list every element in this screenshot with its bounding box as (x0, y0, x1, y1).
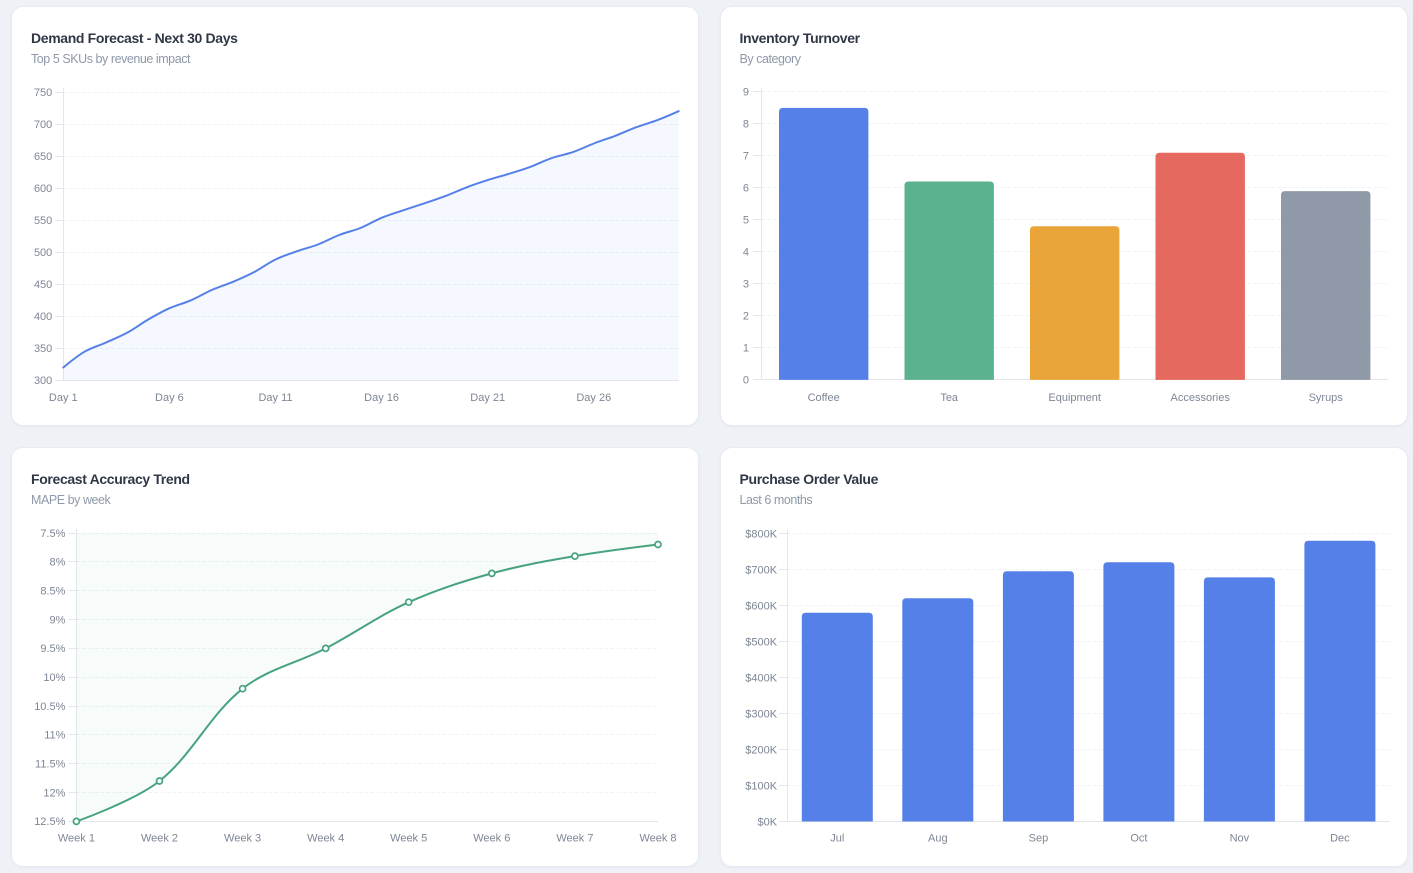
svg-text:Day 21: Day 21 (470, 392, 505, 404)
svg-text:Nov: Nov (1229, 833, 1249, 845)
svg-text:750: 750 (34, 87, 52, 99)
svg-text:400: 400 (34, 311, 52, 323)
svg-text:12.5%: 12.5% (34, 816, 65, 828)
svg-text:550: 550 (34, 215, 52, 227)
svg-text:$0K: $0K (757, 816, 777, 828)
svg-text:Week 8: Week 8 (639, 833, 676, 845)
svg-text:Sep: Sep (1028, 833, 1048, 845)
svg-text:2: 2 (742, 311, 748, 323)
svg-text:$500K: $500K (745, 636, 777, 648)
svg-text:10%: 10% (43, 672, 65, 684)
svg-text:500: 500 (34, 247, 52, 259)
svg-text:600: 600 (34, 183, 52, 195)
svg-text:Oct: Oct (1130, 833, 1147, 845)
svg-text:9%: 9% (49, 614, 65, 626)
svg-text:Syrups: Syrups (1308, 392, 1343, 404)
svg-text:$100K: $100K (745, 780, 777, 792)
svg-text:12%: 12% (43, 787, 65, 799)
svg-text:$600K: $600K (745, 600, 777, 612)
svg-text:350: 350 (34, 343, 52, 355)
svg-text:$300K: $300K (745, 708, 777, 720)
svg-text:Accessories: Accessories (1170, 392, 1230, 404)
svg-text:Week 2: Week 2 (141, 833, 178, 845)
svg-text:Week 6: Week 6 (473, 833, 510, 845)
svg-text:650: 650 (34, 151, 52, 163)
svg-text:11.5%: 11.5% (35, 759, 66, 771)
svg-text:Day 6: Day 6 (155, 392, 184, 404)
svg-text:Jul: Jul (830, 833, 844, 845)
svg-text:$700K: $700K (745, 564, 777, 576)
svg-text:Dec: Dec (1330, 833, 1350, 845)
svg-text:0: 0 (742, 375, 748, 387)
svg-text:Week 3: Week 3 (224, 833, 261, 845)
svg-text:5: 5 (742, 215, 748, 227)
svg-text:Day 16: Day 16 (364, 392, 399, 404)
svg-text:8%: 8% (49, 557, 65, 569)
svg-text:9: 9 (742, 87, 748, 99)
svg-text:7: 7 (742, 151, 748, 163)
svg-text:300: 300 (34, 375, 52, 387)
svg-text:Tea: Tea (940, 392, 959, 404)
svg-text:8: 8 (742, 119, 748, 131)
svg-text:Week 1: Week 1 (58, 833, 95, 845)
svg-text:Day 26: Day 26 (576, 392, 611, 404)
svg-text:Day 1: Day 1 (49, 392, 78, 404)
svg-text:6: 6 (742, 183, 748, 195)
svg-text:Day 11: Day 11 (258, 392, 292, 404)
svg-text:Week 7: Week 7 (556, 833, 593, 845)
svg-text:10.5%: 10.5% (34, 701, 65, 713)
svg-text:450: 450 (34, 279, 52, 291)
svg-text:$200K: $200K (745, 744, 777, 756)
svg-text:11%: 11% (44, 730, 65, 742)
svg-text:Week 5: Week 5 (390, 833, 427, 845)
svg-text:3: 3 (742, 279, 748, 291)
svg-text:4: 4 (742, 247, 748, 259)
svg-text:$400K: $400K (745, 672, 777, 684)
svg-text:Equipment: Equipment (1048, 392, 1101, 404)
svg-text:9.5%: 9.5% (40, 643, 65, 655)
svg-text:Coffee: Coffee (807, 392, 839, 404)
svg-text:8.5%: 8.5% (40, 586, 65, 598)
svg-text:Week 4: Week 4 (307, 833, 344, 845)
svg-text:700: 700 (34, 119, 52, 131)
svg-text:Aug: Aug (928, 833, 948, 845)
svg-text:$800K: $800K (745, 528, 777, 540)
svg-text:7.5%: 7.5% (40, 528, 65, 540)
svg-text:1: 1 (742, 343, 748, 355)
